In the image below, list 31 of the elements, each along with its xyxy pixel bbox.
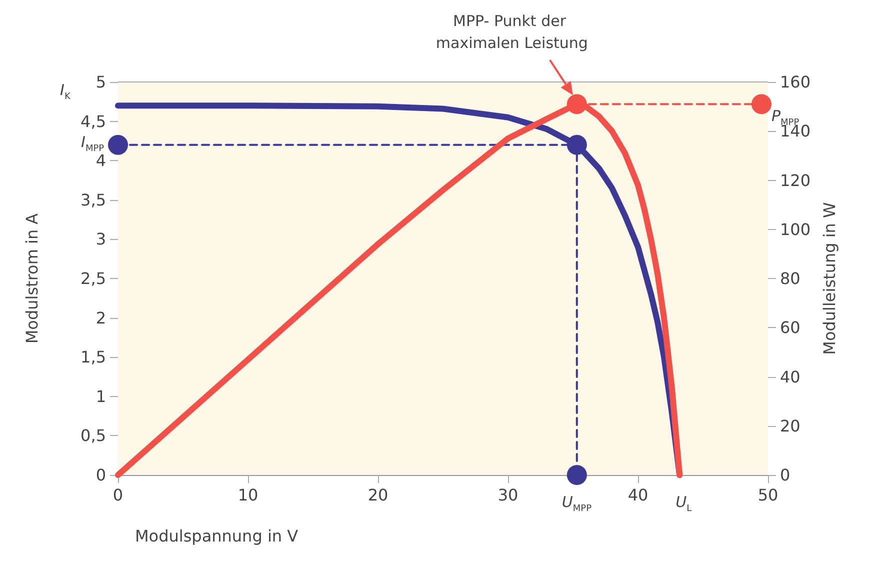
y2-tick-label: 20 bbox=[780, 416, 800, 436]
y2-tick-label: 120 bbox=[780, 170, 811, 190]
y-tick-label: 0 bbox=[96, 466, 106, 484]
x-tick-label: 30 bbox=[498, 486, 518, 504]
x-tick-label: 0 bbox=[112, 486, 124, 504]
x-tick-label: 50 bbox=[758, 486, 778, 504]
y2-tick-label: 100 bbox=[780, 220, 811, 239]
data-label: U$_{MPP}$ bbox=[562, 493, 592, 514]
y2-tick-label: 40 bbox=[780, 367, 800, 386]
y2-tick-label: 80 bbox=[780, 269, 800, 288]
y2-tick-label: 160 bbox=[780, 72, 811, 92]
x-tick-label: 10 bbox=[238, 486, 258, 504]
y2-tick-label: 0 bbox=[780, 466, 790, 484]
y-tick-label: 4,5 bbox=[80, 112, 106, 131]
y2-axis-title: Modulleistung in W bbox=[820, 202, 839, 355]
y-tick-label: 0,5 bbox=[80, 426, 106, 446]
y-tick-label: 5 bbox=[96, 72, 106, 92]
x-tick-label: 20 bbox=[368, 486, 388, 504]
text: I$_{K}$ bbox=[60, 80, 70, 102]
y-tick-label: 2 bbox=[96, 308, 106, 328]
y-axis-title: Modulstrom in A bbox=[22, 213, 42, 344]
y-tick-label: 3 bbox=[96, 230, 106, 249]
x-axis-title: Modulspannung in V bbox=[135, 526, 298, 546]
y-tick-label: 1 bbox=[96, 386, 106, 406]
y-tick-label: 1,5 bbox=[80, 348, 106, 367]
annotation: U$_{L}$ bbox=[676, 493, 692, 514]
x-tick-label: 40 bbox=[628, 486, 648, 504]
y-tick-label: 3,5 bbox=[80, 190, 106, 210]
y2-tick-label: 60 bbox=[780, 318, 800, 338]
text: MPP- Punkt der maximalen Leistung bbox=[436, 12, 588, 52]
y-tick-label: 2,5 bbox=[80, 269, 106, 288]
